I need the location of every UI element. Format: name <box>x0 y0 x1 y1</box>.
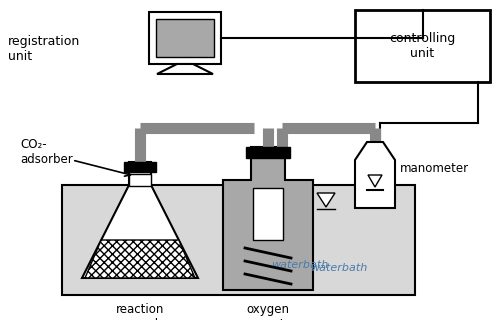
Polygon shape <box>355 142 395 208</box>
Text: manometer: manometer <box>400 162 469 175</box>
Polygon shape <box>157 64 213 74</box>
Bar <box>149 12 221 64</box>
Bar <box>246 147 290 158</box>
Bar <box>62 185 415 295</box>
Text: waterbath: waterbath <box>271 260 329 270</box>
Polygon shape <box>317 193 335 207</box>
Polygon shape <box>223 147 313 290</box>
Bar <box>156 19 214 57</box>
Text: waterbath: waterbath <box>310 263 367 273</box>
Text: controlling
unit: controlling unit <box>390 32 456 60</box>
Polygon shape <box>85 240 195 278</box>
Bar <box>129 174 151 186</box>
Bar <box>355 10 490 82</box>
Polygon shape <box>82 162 198 278</box>
Text: reaction
vessel: reaction vessel <box>116 303 164 320</box>
Bar <box>124 162 156 172</box>
Polygon shape <box>368 175 382 187</box>
Text: oxygen
generator: oxygen generator <box>239 303 297 320</box>
Text: registration
unit: registration unit <box>8 35 80 63</box>
Text: CO₂-
adsorber: CO₂- adsorber <box>20 138 73 166</box>
Bar <box>253 188 283 240</box>
